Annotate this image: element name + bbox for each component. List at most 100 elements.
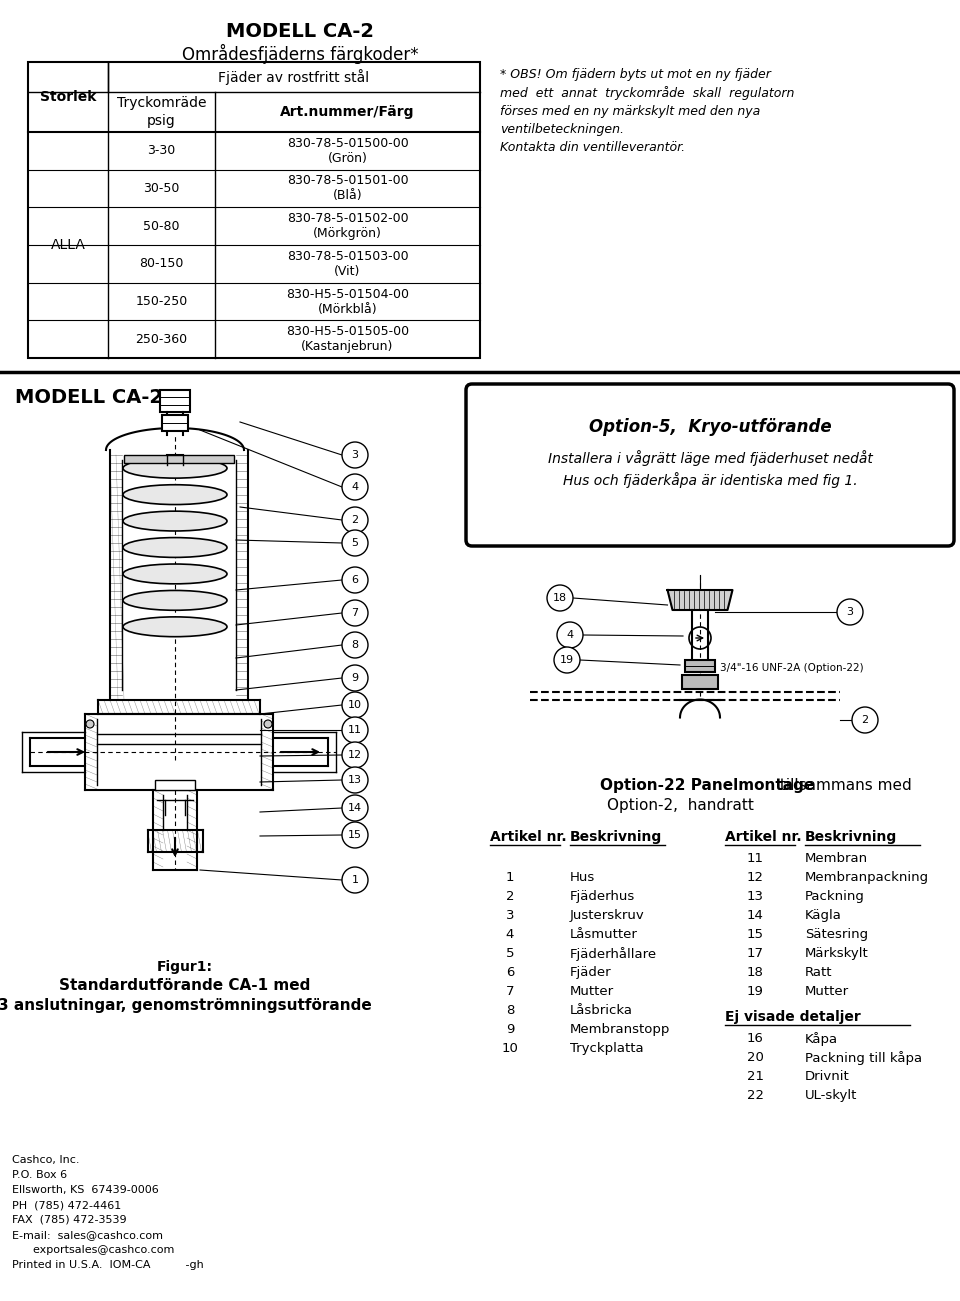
Text: Sätesring: Sätesring — [805, 928, 868, 941]
Text: Membranstopp: Membranstopp — [570, 1023, 670, 1036]
Ellipse shape — [123, 591, 227, 610]
Text: Packning: Packning — [805, 890, 865, 903]
Text: 13: 13 — [348, 775, 362, 785]
Text: 30-50: 30-50 — [143, 182, 180, 195]
Circle shape — [342, 795, 368, 821]
Text: Option-22 Panelmontage: Option-22 Panelmontage — [600, 778, 814, 794]
Text: 5: 5 — [351, 539, 358, 548]
Text: Justerskruv: Justerskruv — [570, 909, 645, 922]
Text: Fjäderhållare: Fjäderhållare — [570, 947, 658, 961]
Bar — [155, 781, 195, 790]
Ellipse shape — [123, 511, 227, 531]
Text: E-mail:  sales@cashco.com: E-mail: sales@cashco.com — [12, 1229, 163, 1240]
Circle shape — [342, 600, 368, 626]
Polygon shape — [667, 589, 732, 610]
Text: 14: 14 — [747, 909, 763, 922]
Text: 12: 12 — [348, 749, 362, 760]
Bar — [124, 455, 234, 463]
Text: 15: 15 — [348, 830, 362, 840]
Text: 9: 9 — [506, 1023, 515, 1036]
Bar — [685, 660, 715, 673]
Text: Kåpa: Kåpa — [805, 1032, 838, 1046]
Text: 4: 4 — [566, 630, 573, 640]
Text: 2: 2 — [506, 890, 515, 903]
Text: 80-150: 80-150 — [139, 258, 183, 271]
Text: 8: 8 — [351, 640, 359, 650]
Text: 250-360: 250-360 — [135, 333, 187, 346]
Text: 2: 2 — [351, 515, 359, 526]
Text: Packning till kåpa: Packning till kåpa — [805, 1051, 923, 1066]
Text: Option-5,  Kryo-utförande: Option-5, Kryo-utförande — [588, 418, 831, 436]
Text: Tryckplatta: Tryckplatta — [570, 1042, 643, 1055]
Text: 830-H5-5-01504-00
(Mörkblå): 830-H5-5-01504-00 (Mörkblå) — [286, 288, 409, 316]
FancyBboxPatch shape — [466, 384, 954, 546]
Circle shape — [342, 474, 368, 500]
Text: Kägla: Kägla — [805, 909, 842, 922]
Text: Mutter: Mutter — [570, 985, 614, 998]
Circle shape — [342, 567, 368, 593]
Text: 6: 6 — [351, 575, 358, 585]
Circle shape — [342, 692, 368, 718]
Circle shape — [837, 598, 863, 624]
Text: 19: 19 — [747, 985, 763, 998]
Text: 9: 9 — [351, 673, 359, 683]
Text: Mutter: Mutter — [805, 985, 850, 998]
Text: Beskrivning: Beskrivning — [570, 830, 662, 844]
Text: Fjäder: Fjäder — [570, 967, 612, 978]
Text: 1: 1 — [351, 876, 358, 885]
Text: 13: 13 — [747, 890, 763, 903]
Text: 16: 16 — [747, 1032, 763, 1045]
Text: 12: 12 — [747, 870, 763, 883]
Text: 830-78-5-01501-00
(Blå): 830-78-5-01501-00 (Blå) — [287, 174, 408, 203]
Circle shape — [547, 585, 573, 611]
Circle shape — [342, 442, 368, 468]
Text: Printed in U.S.A.  IOM-CA          -gh: Printed in U.S.A. IOM-CA -gh — [12, 1259, 204, 1270]
Text: 20: 20 — [747, 1051, 763, 1064]
Circle shape — [342, 742, 368, 768]
Text: Fjäderhus: Fjäderhus — [570, 890, 636, 903]
Text: MODELL CA-2: MODELL CA-2 — [15, 388, 163, 407]
Text: 830-H5-5-01505-00
(Kastanjebrun): 830-H5-5-01505-00 (Kastanjebrun) — [286, 325, 409, 353]
Bar — [160, 390, 190, 412]
Text: 19: 19 — [560, 654, 574, 665]
Text: Artikel nr.: Artikel nr. — [490, 830, 566, 844]
Text: 4: 4 — [506, 928, 515, 941]
Text: 15: 15 — [747, 928, 763, 941]
Text: 11: 11 — [348, 725, 362, 735]
Circle shape — [557, 622, 583, 648]
Text: 10: 10 — [348, 700, 362, 710]
Circle shape — [852, 706, 878, 732]
Circle shape — [342, 768, 368, 794]
Text: UL-skylt: UL-skylt — [805, 1089, 857, 1102]
Text: Låsbricka: Låsbricka — [570, 1004, 633, 1017]
Text: Membran: Membran — [805, 852, 868, 865]
Text: Områdesfjäderns färgkoder*: Områdesfjäderns färgkoder* — [181, 44, 419, 64]
Text: Fjäder av rostfritt stål: Fjäder av rostfritt stål — [219, 69, 370, 85]
Circle shape — [342, 632, 368, 658]
Text: 50-80: 50-80 — [143, 220, 180, 233]
Text: Ej visade detaljer: Ej visade detaljer — [725, 1010, 861, 1024]
Text: 6: 6 — [506, 967, 515, 978]
Text: Artikel nr.: Artikel nr. — [725, 830, 802, 844]
Text: 10: 10 — [501, 1042, 518, 1055]
Text: 7: 7 — [506, 985, 515, 998]
Text: tillsammans med: tillsammans med — [775, 778, 912, 794]
Ellipse shape — [123, 565, 227, 584]
Text: Hus: Hus — [570, 870, 595, 883]
Text: FAX  (785) 472-3539: FAX (785) 472-3539 — [12, 1215, 127, 1226]
Text: 7: 7 — [351, 608, 359, 618]
Text: 17: 17 — [747, 947, 763, 960]
Text: 11: 11 — [747, 852, 763, 865]
Text: 22: 22 — [747, 1089, 763, 1102]
Circle shape — [342, 717, 368, 743]
Text: Cashco, Inc.: Cashco, Inc. — [12, 1155, 80, 1164]
Text: * OBS! Om fjädern byts ut mot en ny fjäder
med  ett  annat  tryckområde  skall  : * OBS! Om fjädern byts ut mot en ny fjäd… — [500, 68, 794, 155]
Text: 3: 3 — [351, 450, 358, 461]
Text: 14: 14 — [348, 803, 362, 813]
Text: 3: 3 — [506, 909, 515, 922]
Text: 830-78-5-01503-00
(Vit): 830-78-5-01503-00 (Vit) — [287, 250, 408, 278]
Ellipse shape — [123, 485, 227, 505]
Circle shape — [342, 530, 368, 556]
Text: Låsmutter: Låsmutter — [570, 928, 637, 941]
Text: Tryckomräde
psig: Tryckomräde psig — [117, 96, 206, 127]
